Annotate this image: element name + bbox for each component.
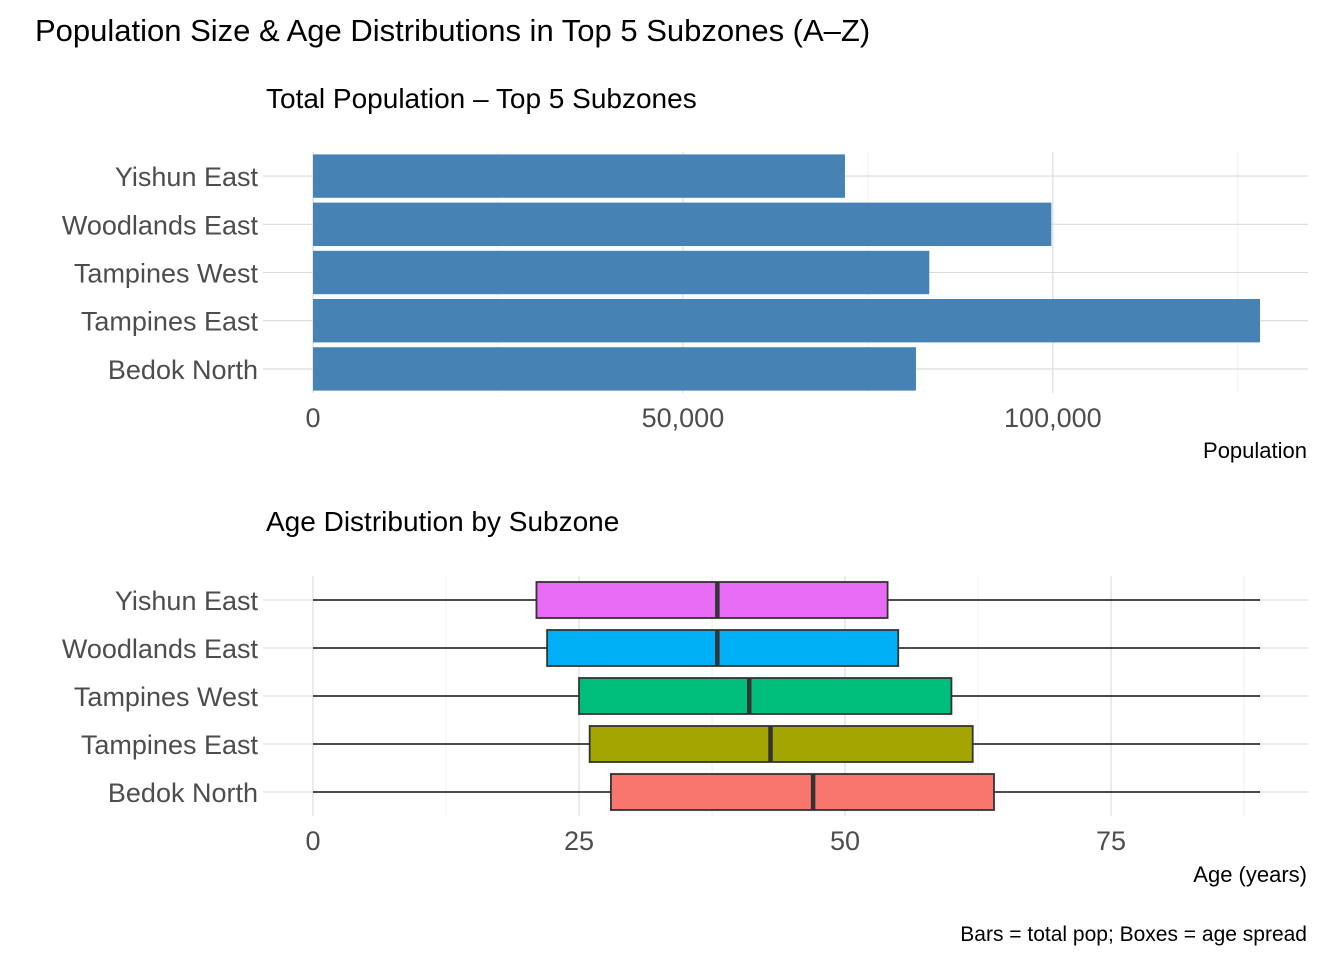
box-tampines-east [313,725,1260,763]
box-plot-x-tick-label: 0 [305,826,320,856]
box-woodlands-east [313,629,1260,667]
bar-chart-x-tick-label: 50,000 [642,403,725,433]
bar-yishun-east [313,154,845,198]
box-plot-category-label: Bedok North [108,778,258,808]
box-yishun-east [313,581,1260,619]
box-plot-category-label: Woodlands East [62,634,259,664]
box-bedok-north [313,773,1260,811]
box-plot-x-tick-label: 75 [1096,826,1126,856]
box-plot-tick-labels: 0 25 50 75 [305,826,1126,856]
box-tampines-west [313,677,1260,715]
age-box-plot: Age Distribution by Subzone Bedok North T… [62,506,1308,887]
box-plot-title: Age Distribution by Subzone [266,506,619,537]
figure-title: Population Size & Age Distributions in T… [35,13,870,48]
box-iqr [546,629,900,667]
box-plot-category-label: Tampines East [81,730,259,760]
bar-chart-x-tick-label: 0 [305,403,320,433]
bar-chart-x-axis-title: Population [1203,438,1307,463]
bar-chart-category-labels: Bedok North Tampines East Tampines West Woo… [62,162,259,385]
bar-chart-x-tick-label: 100,000 [1004,403,1102,433]
bar-woodlands-east [313,202,1052,246]
box-plot-category-labels: Bedok North Tampines East Tampines West Woo… [62,586,259,808]
bar-chart-category-label: Bedok North [108,355,258,385]
bar-chart-category-label: Tampines East [81,307,259,337]
box-plot-x-tick-label: 25 [564,826,594,856]
box-plot-category-label: Tampines West [74,682,259,712]
bar-chart-category-label: Yishun East [115,162,259,192]
box-iqr [610,773,995,811]
bar-chart-tick-labels: 0 50,000 100,000 [305,403,1101,433]
box-plot-boxes [313,581,1260,811]
box-plot-x-tick-label: 50 [830,826,860,856]
bar-tampines-west [313,250,930,295]
bar-chart-title: Total Population – Top 5 Subzones [266,83,697,114]
bar-bedok-north [313,347,916,391]
figure-caption: Bars = total pop; Boxes = age spread [960,923,1307,946]
population-bar-chart: Total Population – Top 5 Subzones Bedok … [62,83,1308,463]
box-iqr [535,581,889,619]
box-iqr [588,725,974,763]
bar-chart-bars [313,154,1260,391]
bar-tampines-east [313,299,1260,343]
box-plot-x-axis-title: Age (years) [1193,862,1307,887]
box-iqr [578,677,953,715]
box-plot-category-label: Yishun East [115,586,259,616]
bar-chart-category-label: Woodlands East [62,210,259,240]
bar-chart-category-label: Tampines West [74,259,259,289]
